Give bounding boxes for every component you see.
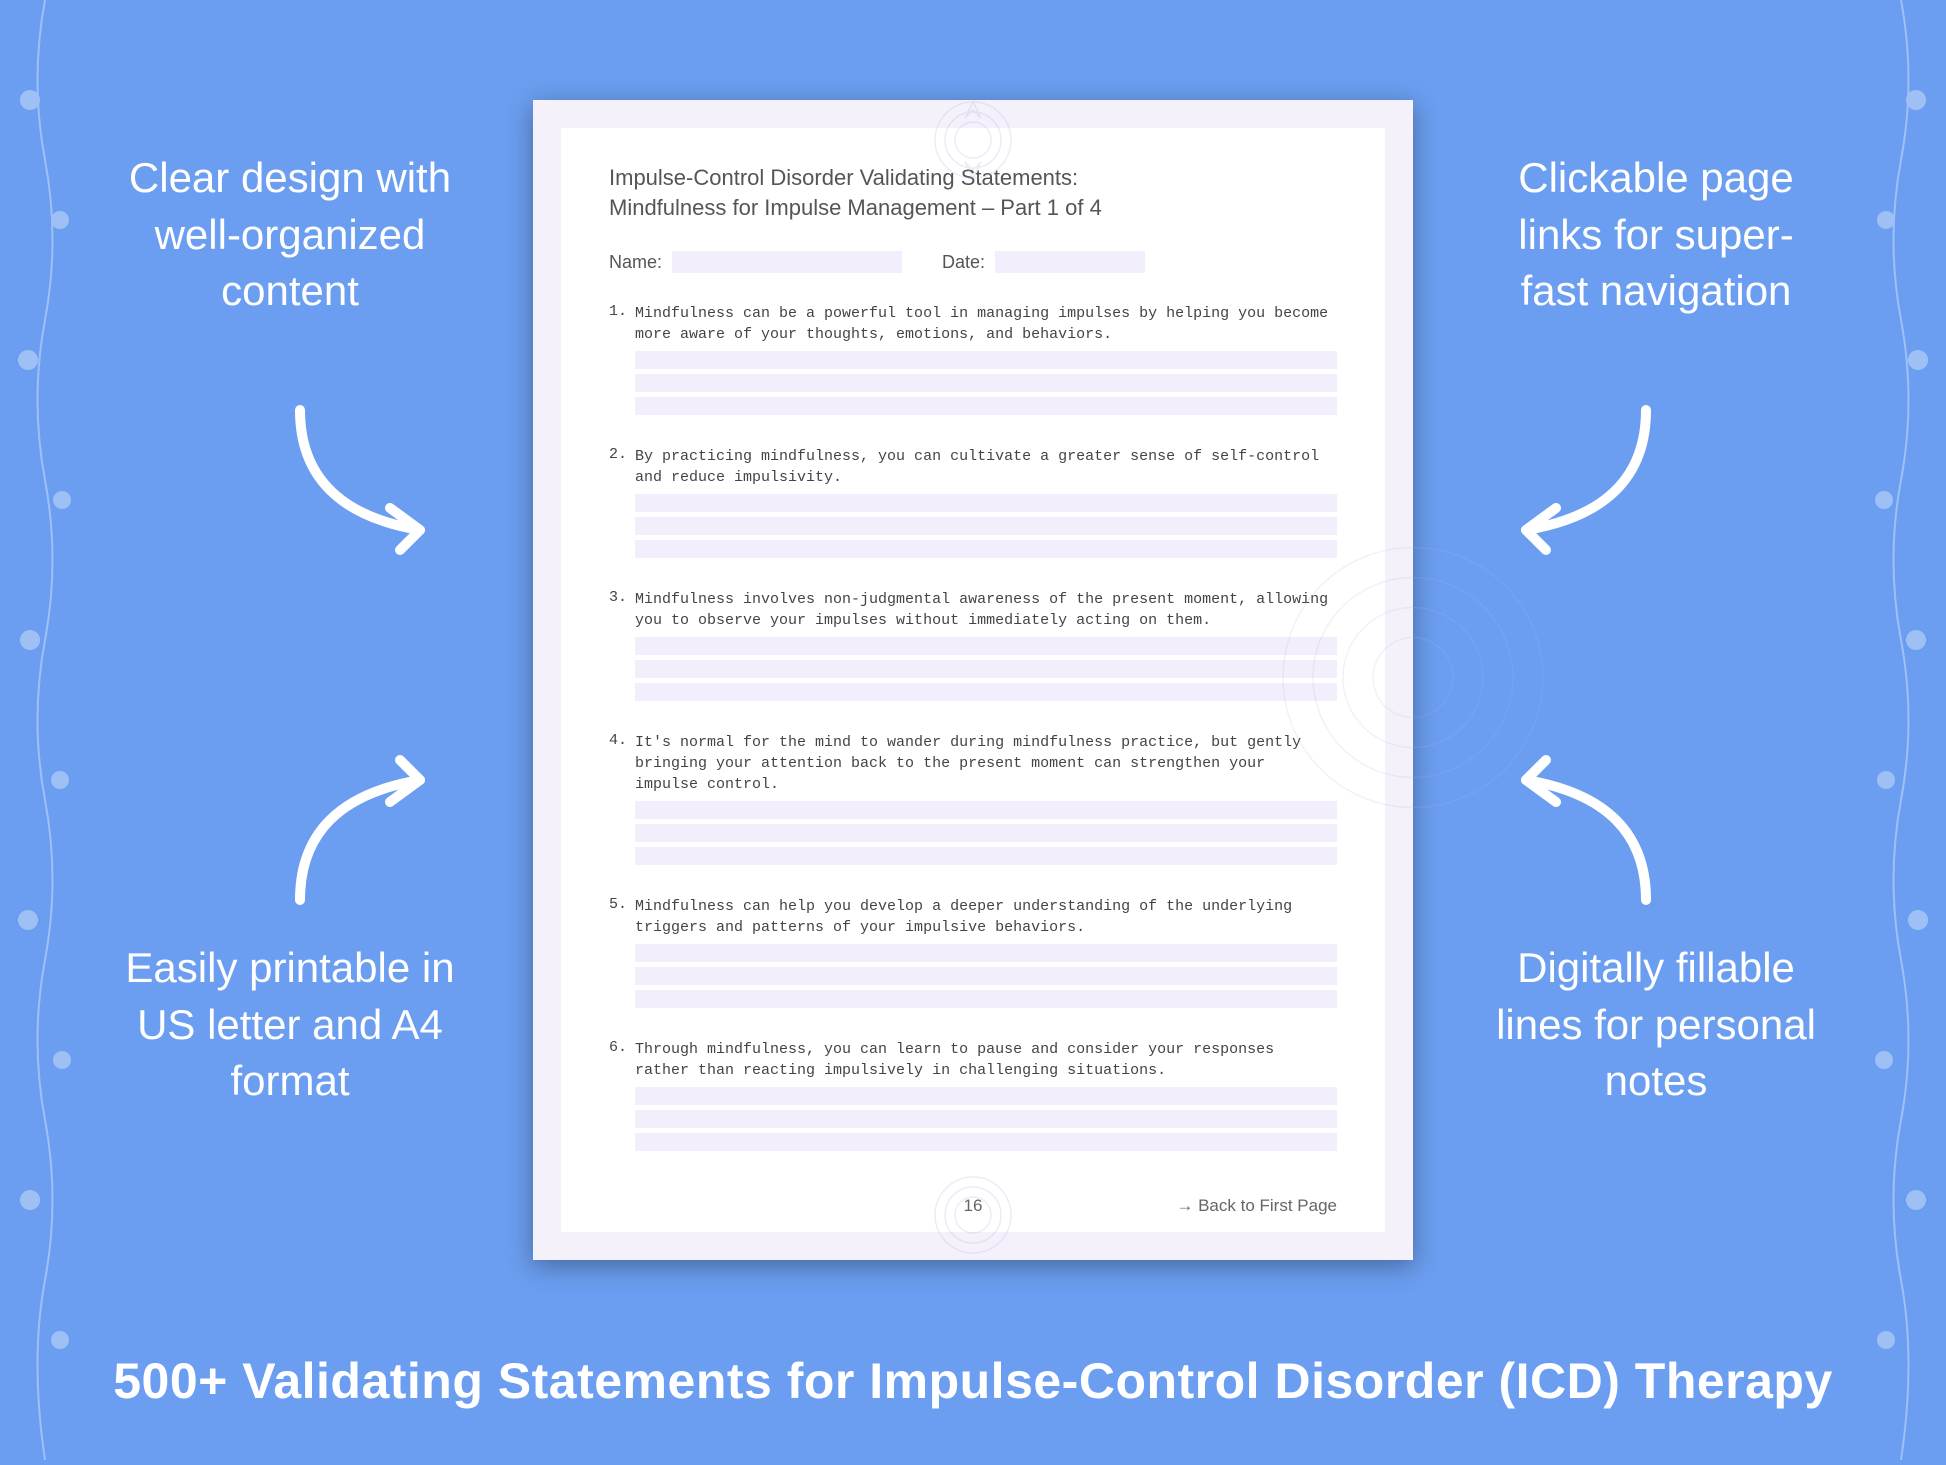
fill-line[interactable] xyxy=(635,540,1337,558)
statement-item: 4. It's normal for the mind to wander du… xyxy=(609,732,1337,870)
fill-line[interactable] xyxy=(635,397,1337,415)
fill-line[interactable] xyxy=(635,517,1337,535)
statement-number: 5. xyxy=(609,896,627,1013)
footer-banner: 500+ Validating Statements for Impulse-C… xyxy=(0,1352,1946,1410)
fill-line[interactable] xyxy=(635,847,1337,865)
page-inner: Impulse-Control Disorder Validating Stat… xyxy=(561,128,1385,1232)
floral-border-left xyxy=(0,0,90,1460)
statement-number: 6. xyxy=(609,1039,627,1156)
fill-line[interactable] xyxy=(635,1087,1337,1105)
statements-list: 1. Mindfulness can be a powerful tool in… xyxy=(609,303,1337,1156)
callout-top-left: Clear design with well-organized content xyxy=(120,150,460,320)
fill-line[interactable] xyxy=(635,944,1337,962)
arrow-bottom-right-icon xyxy=(1506,760,1666,920)
fill-line[interactable] xyxy=(635,1133,1337,1151)
fill-line[interactable] xyxy=(635,660,1337,678)
back-to-first-link[interactable]: → Back to First Page xyxy=(1176,1196,1337,1216)
fill-line[interactable] xyxy=(635,990,1337,1008)
arrow-top-right-icon xyxy=(1506,390,1666,550)
fill-line[interactable] xyxy=(635,637,1337,655)
fill-line[interactable] xyxy=(635,374,1337,392)
fill-line[interactable] xyxy=(635,967,1337,985)
page-footer: 16 → Back to First Page xyxy=(609,1196,1337,1216)
fill-line[interactable] xyxy=(635,824,1337,842)
statement-text: Mindfulness can help you develop a deepe… xyxy=(635,896,1337,938)
callout-bottom-right: Digitally fillable lines for personal no… xyxy=(1486,940,1826,1110)
statement-item: 5. Mindfulness can help you develop a de… xyxy=(609,896,1337,1013)
statement-number: 3. xyxy=(609,589,627,706)
page-number: 16 xyxy=(964,1196,983,1216)
statement-number: 1. xyxy=(609,303,627,420)
fill-line[interactable] xyxy=(635,683,1337,701)
statement-text: Mindfulness involves non-judgmental awar… xyxy=(635,589,1337,631)
statement-item: 6. Through mindfulness, you can learn to… xyxy=(609,1039,1337,1156)
fill-line[interactable] xyxy=(635,494,1337,512)
statement-number: 2. xyxy=(609,446,627,563)
statement-text: Through mindfulness, you can learn to pa… xyxy=(635,1039,1337,1081)
statement-text: Mindfulness can be a powerful tool in ma… xyxy=(635,303,1337,345)
document-title-line2: Mindfulness for Impulse Management – Par… xyxy=(609,195,1337,221)
statement-number: 4. xyxy=(609,732,627,870)
document-title-line1: Impulse-Control Disorder Validating Stat… xyxy=(609,160,1337,195)
document-page: Impulse-Control Disorder Validating Stat… xyxy=(533,100,1413,1260)
arrow-top-left-icon xyxy=(280,390,440,550)
statement-text: It's normal for the mind to wander durin… xyxy=(635,732,1337,795)
meta-row: Name: Date: xyxy=(609,251,1337,273)
statement-item: 1. Mindfulness can be a powerful tool in… xyxy=(609,303,1337,420)
arrow-bottom-left-icon xyxy=(280,760,440,920)
name-label: Name: xyxy=(609,252,662,273)
statement-item: 3. Mindfulness involves non-judgmental a… xyxy=(609,589,1337,706)
callout-bottom-left: Easily printable in US letter and A4 for… xyxy=(120,940,460,1110)
fill-line[interactable] xyxy=(635,801,1337,819)
date-field: Date: xyxy=(942,251,1145,273)
name-field: Name: xyxy=(609,251,902,273)
callout-top-right: Clickable page links for super-fast navi… xyxy=(1486,150,1826,320)
fill-line[interactable] xyxy=(635,351,1337,369)
fill-line[interactable] xyxy=(635,1110,1337,1128)
mandala-bottom-icon xyxy=(843,1175,1103,1260)
name-input-line[interactable] xyxy=(672,251,902,273)
date-label: Date: xyxy=(942,252,985,273)
date-input-line[interactable] xyxy=(995,251,1145,273)
statement-text: By practicing mindfulness, you can culti… xyxy=(635,446,1337,488)
floral-border-right xyxy=(1856,0,1946,1460)
statement-item: 2. By practicing mindfulness, you can cu… xyxy=(609,446,1337,563)
